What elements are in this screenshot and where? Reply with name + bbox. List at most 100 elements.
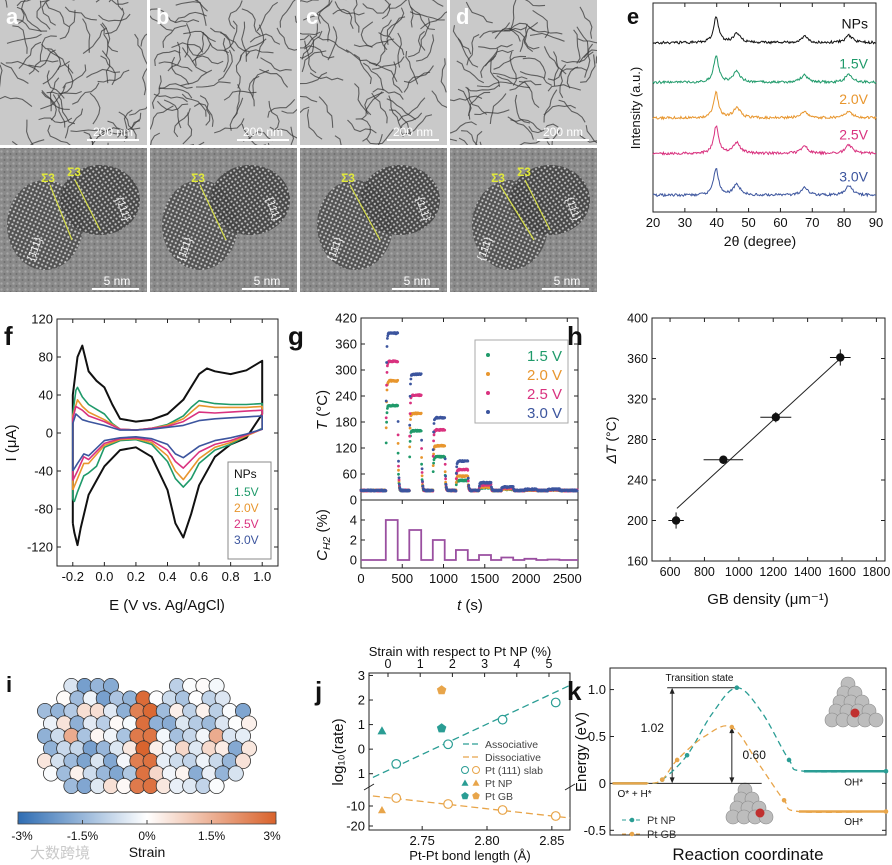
y-axis-label: I (μA) — [3, 425, 20, 462]
series-label: NPs — [842, 16, 868, 32]
data-point — [396, 420, 400, 423]
nanowire — [180, 69, 213, 87]
nanowire — [332, 8, 354, 29]
data-point — [454, 471, 458, 475]
tem-hrtem-image-a: Σ3 Σ3{111}{111}5 nm — [0, 148, 147, 292]
x-tick-label: 1000 — [429, 571, 458, 586]
data-point — [454, 483, 458, 487]
nanoparticle-strain-model — [37, 678, 257, 795]
data-point — [489, 481, 493, 484]
y-tick-label: 0 — [350, 493, 357, 508]
scale-bar-label: 200 nm — [393, 125, 433, 139]
y-tick-label: 320 — [627, 393, 648, 407]
nanowire — [415, 34, 435, 62]
nanowire — [528, 25, 563, 35]
x-tick-label: 0.0 — [95, 569, 113, 584]
nanowire — [194, 32, 205, 66]
panel-label: h — [567, 321, 583, 351]
x-tick-label: 2.75 — [410, 833, 435, 848]
nanowire — [158, 83, 193, 90]
data-point — [466, 459, 470, 463]
nanowire — [467, 87, 488, 115]
data-point — [397, 478, 401, 482]
nanowire — [175, 1, 208, 12]
nanowire — [294, 15, 297, 24]
data-point — [443, 444, 447, 448]
grain — [360, 165, 440, 235]
data-point — [385, 420, 388, 424]
data-point — [384, 441, 388, 445]
data-point — [781, 797, 787, 803]
nanowire — [47, 124, 71, 145]
series-label: 1.5V — [839, 55, 868, 71]
nanowire — [184, 23, 191, 58]
nanowire — [219, 32, 250, 53]
xrd-trace — [652, 16, 877, 45]
nanowire — [389, 0, 408, 9]
image-background — [150, 0, 297, 145]
nanowire — [409, 6, 435, 31]
x-tick-label: 2500 — [553, 571, 582, 586]
x-axis-label: E (V vs. Ag/AgCl) — [109, 597, 225, 614]
axis-label: 2θ (degree) — [724, 233, 796, 249]
nanowire — [28, 49, 56, 68]
nanowire — [579, 134, 597, 143]
nanowire — [109, 120, 141, 135]
nanowire — [39, 35, 57, 61]
nanowire — [301, 30, 323, 60]
twin-boundary-line — [349, 184, 381, 241]
nanowire — [150, 8, 168, 16]
nanowire — [475, 130, 483, 145]
nanowire — [15, 18, 48, 32]
y-tick-label: 4 — [350, 513, 357, 528]
nanowire — [268, 100, 280, 132]
colorbar-tick-label: -3% — [11, 829, 33, 843]
data-point — [431, 464, 435, 467]
nanowire — [479, 22, 511, 39]
data-point — [408, 426, 412, 430]
data-point — [674, 757, 680, 763]
twin-boundary-line — [49, 184, 73, 241]
data-point — [454, 481, 458, 484]
legend-item: 3.0V — [234, 533, 259, 547]
nanowire — [241, 8, 261, 36]
top-x-tick-label: 2 — [449, 657, 456, 671]
label-part: (°C) — [314, 390, 331, 421]
nanowire — [252, 69, 270, 98]
nanowire — [584, 43, 594, 78]
nanowire — [420, 18, 431, 51]
nanowire — [82, 27, 108, 55]
y-tick-label: 300 — [335, 363, 357, 378]
nanowire — [97, 69, 130, 83]
data-point — [384, 416, 388, 420]
nanowire — [377, 134, 383, 145]
nanowire — [209, 27, 235, 52]
nanowire — [386, 7, 405, 36]
label-part: GB density (μm⁻¹) — [707, 591, 829, 608]
x-tick-label: 70 — [805, 215, 819, 230]
scale-bar-label: 200 nm — [243, 125, 283, 139]
sigma3-label: Σ3 — [67, 165, 81, 179]
nanowire — [16, 0, 32, 7]
nanowire — [489, 93, 507, 125]
slab-point — [443, 739, 454, 750]
data-point — [384, 399, 388, 403]
data-point — [671, 516, 681, 525]
nanowire — [82, 18, 91, 53]
nanowire — [100, 23, 119, 53]
colorbar-label: Strain — [129, 844, 166, 860]
h2-concentration-line — [361, 519, 578, 561]
nanowire — [509, 51, 517, 86]
nanowire — [450, 138, 457, 142]
data-point — [397, 468, 400, 472]
data-point — [408, 455, 412, 459]
nanowire — [518, 80, 540, 109]
data-point — [396, 378, 400, 382]
data-point — [397, 476, 401, 480]
data-point — [431, 454, 435, 458]
nanowire — [232, 84, 241, 119]
data-point — [397, 459, 400, 463]
nanowire — [38, 117, 73, 124]
nanowire — [191, 55, 224, 65]
data-point — [684, 752, 690, 758]
